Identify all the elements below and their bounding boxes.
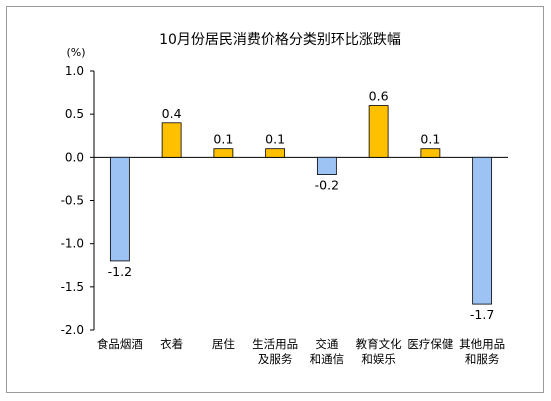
- bar: [420, 148, 441, 158]
- category-label: 和服务: [465, 352, 500, 366]
- data-label: 0.1: [213, 132, 233, 147]
- bar: [109, 156, 130, 262]
- y-tick-label: -0.5: [61, 194, 84, 208]
- data-label: 0.1: [420, 132, 440, 147]
- bar: [265, 148, 286, 158]
- y-tick-label: -1.5: [61, 280, 84, 294]
- bar: [472, 156, 493, 305]
- data-labels: -1.2 0.4 0.1 0.1 -0.2 0.6 0.1 -1.7: [108, 89, 495, 323]
- data-label: 0.6: [369, 89, 389, 104]
- chart-title: 10月份居民消费价格分类别环比涨跌幅: [159, 32, 401, 48]
- chart-frame: [6, 6, 544, 393]
- category-label: 生活用品: [252, 337, 298, 351]
- data-label: 0.1: [265, 132, 285, 147]
- bar: [368, 105, 389, 158]
- bar: [316, 156, 337, 175]
- y-tick-label: 0.5: [65, 107, 84, 121]
- category-label: 和通信: [310, 352, 345, 366]
- data-label: -1.7: [470, 307, 494, 322]
- bar: [213, 148, 234, 158]
- category-label: 食品烟酒: [97, 337, 143, 351]
- category-label: 其他用品: [459, 337, 505, 351]
- category-label: 交通: [315, 337, 338, 351]
- category-label: 医疗保健: [407, 337, 453, 351]
- category-label: 教育文化: [356, 337, 402, 351]
- data-label: -0.2: [315, 178, 339, 193]
- data-label: -1.2: [108, 264, 132, 279]
- y-tick-label: -1.0: [61, 237, 84, 251]
- y-tick-label: -2.0: [61, 323, 84, 337]
- category-label: 衣着: [160, 337, 183, 351]
- data-label: 0.4: [162, 106, 182, 121]
- bars: [109, 105, 493, 305]
- y-axis-unit-label: (%): [66, 46, 85, 59]
- bar: [161, 122, 182, 158]
- y-tick-label: 1.0: [65, 64, 84, 78]
- category-label: 居住: [212, 337, 235, 351]
- y-tick-label: 0.0: [65, 150, 84, 164]
- category-label: 和娱乐: [361, 352, 396, 366]
- category-label: 及服务: [258, 352, 293, 366]
